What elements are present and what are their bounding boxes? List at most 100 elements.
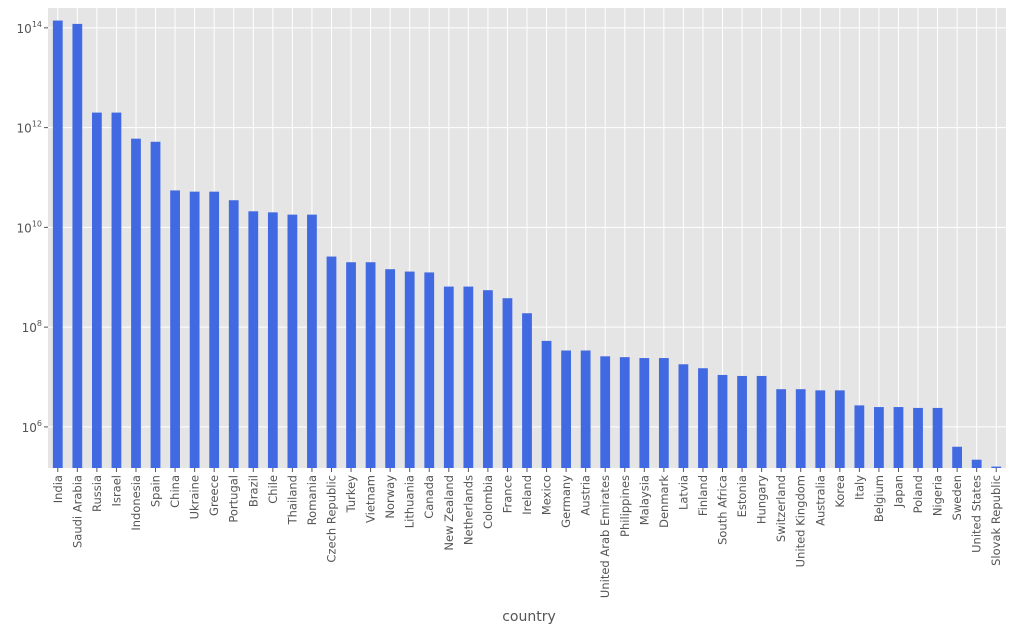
x-tick-label: United States	[970, 475, 984, 553]
x-tick-label: Estonia	[735, 475, 749, 517]
bar	[561, 350, 571, 468]
bar	[658, 358, 669, 468]
bar	[170, 190, 180, 468]
x-tick-label: Indonesia	[129, 475, 143, 531]
x-tick-label: Philippines	[618, 475, 632, 537]
bar	[502, 298, 513, 468]
x-tick-label: United Kingdom	[794, 475, 808, 567]
x-tick-label: Netherlands	[461, 475, 475, 545]
x-tick-label: Denmark	[657, 475, 671, 528]
bar	[639, 358, 650, 468]
x-tick-label: Canada	[422, 475, 436, 519]
bar	[815, 390, 826, 468]
bar	[131, 138, 141, 469]
y-tick-label: 108	[22, 319, 42, 335]
bar	[111, 112, 122, 468]
x-tick-label: Malaysia	[637, 475, 651, 525]
x-tick-label: Norway	[383, 475, 397, 519]
x-tick-label: Japan	[891, 475, 905, 508]
x-tick-label: Russia	[90, 475, 104, 512]
bar	[307, 214, 317, 468]
bar	[541, 340, 552, 468]
y-axis-ticks: 106 108 1010 1012 1014	[17, 20, 48, 435]
bars	[52, 20, 1002, 469]
x-tick-label: New Zealand	[442, 475, 456, 551]
bar	[874, 407, 884, 468]
x-tick-label: Germany	[559, 475, 573, 528]
bar	[776, 389, 787, 468]
x-tick-label: Nigeria	[931, 475, 945, 516]
bar	[619, 357, 630, 468]
bar	[385, 269, 396, 468]
bar	[248, 211, 259, 468]
bar	[522, 313, 532, 468]
x-tick-label: Colombia	[481, 475, 495, 529]
bar	[209, 191, 220, 469]
x-tick-label: South Africa	[716, 475, 730, 545]
x-tick-label: China	[168, 475, 182, 508]
x-tick-label: Turkey	[344, 475, 358, 514]
bar	[189, 191, 200, 469]
x-tick-label: France	[500, 475, 514, 513]
x-tick-label: Belgium	[872, 475, 886, 522]
x-tick-label: Israel	[109, 475, 123, 506]
bar	[600, 356, 611, 468]
bar	[698, 368, 708, 468]
bar	[287, 214, 298, 468]
bar	[678, 364, 689, 468]
x-tick-label: Mexico	[540, 475, 554, 515]
bar	[795, 389, 806, 468]
bar	[952, 446, 963, 468]
x-tick-label: Latvia	[676, 475, 690, 510]
x-tick-label: Slovak Republic	[989, 475, 1003, 566]
bar	[404, 271, 415, 468]
x-tick-label: Ukraine	[188, 475, 202, 519]
bar	[267, 212, 278, 468]
x-tick-label: Thailand	[285, 475, 299, 525]
x-tick-label: Italy	[852, 475, 866, 500]
bar	[737, 375, 747, 468]
bar	[91, 112, 102, 468]
x-tick-label: Sweden	[950, 475, 964, 520]
y-tick-label: 1010	[17, 219, 42, 235]
x-tick-label: Greece	[207, 475, 221, 516]
x-tick-label: United Arab Emirates	[598, 475, 612, 598]
x-tick-label: Romania	[305, 475, 319, 525]
x-tick-label: Chile	[266, 475, 280, 504]
bar	[991, 466, 1002, 468]
bar	[463, 286, 474, 468]
bar	[72, 23, 83, 468]
bar	[893, 407, 904, 468]
bar	[443, 286, 454, 468]
bar	[346, 262, 356, 468]
bar	[483, 290, 493, 468]
x-tick-label: Switzerland	[774, 475, 788, 542]
y-tick-label: 106	[22, 419, 42, 435]
bar	[228, 200, 239, 468]
bar	[52, 20, 63, 469]
bar	[365, 262, 376, 468]
bar	[580, 350, 591, 468]
bar	[150, 141, 161, 469]
x-tick-label: Hungary	[755, 475, 769, 524]
bar	[971, 459, 982, 468]
x-tick-label: Finland	[696, 475, 710, 516]
x-tick-label: Poland	[911, 475, 925, 513]
x-tick-label: Spain	[149, 475, 163, 507]
bar	[424, 272, 435, 468]
x-tick-label: Ireland	[520, 475, 534, 515]
x-tick-label: Austria	[579, 475, 593, 516]
x-tick-label: Vietnam	[364, 475, 378, 523]
x-tick-label: Portugal	[227, 475, 241, 523]
x-tick-label: Czech Republic	[324, 475, 338, 563]
y-tick-label: 1012	[17, 120, 42, 136]
x-axis-ticks: India Saudi Arabia Russia Israel Indonesia Sp…	[51, 468, 1003, 598]
x-tick-label: India	[51, 475, 65, 503]
bar	[932, 407, 943, 468]
x-tick-label: Saudi Arabia	[70, 475, 84, 548]
x-tick-label: Brazil	[246, 475, 260, 507]
x-tick-label: Lithuania	[403, 475, 417, 528]
x-tick-label: Australia	[813, 475, 827, 526]
